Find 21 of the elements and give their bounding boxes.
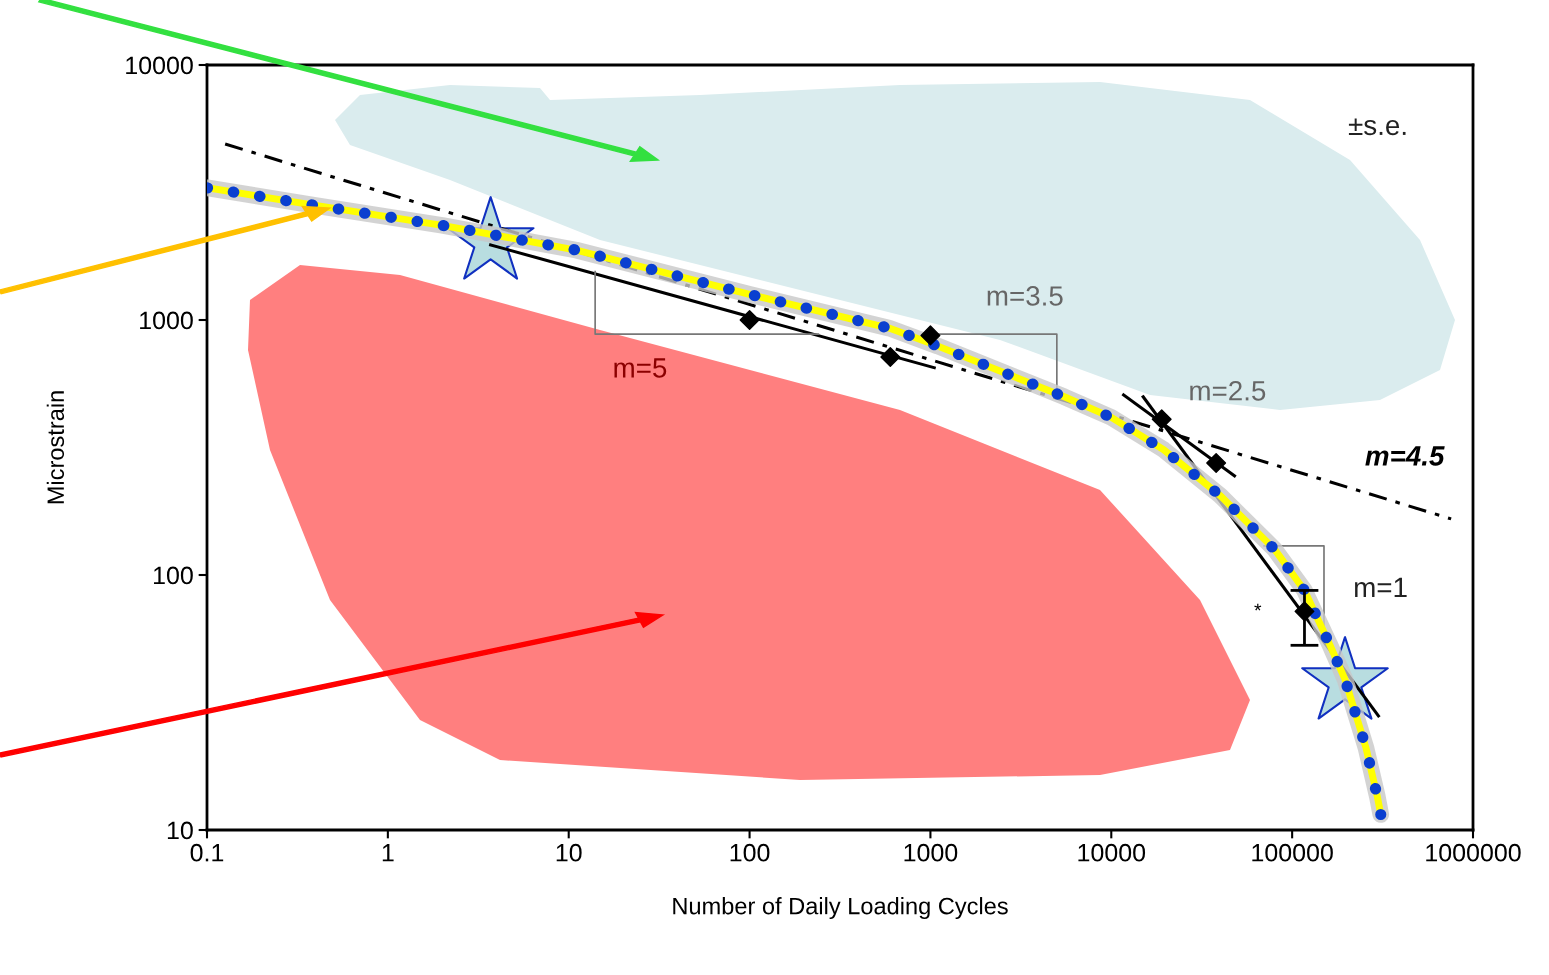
y-tick-label: 1000	[140, 311, 193, 330]
x-tick-label: 100000	[1252, 843, 1333, 862]
x-tick-label: 10	[556, 843, 582, 862]
annotation: m=1	[1355, 577, 1407, 597]
x-tick-label: 1	[382, 844, 394, 862]
annotation: m=5	[614, 358, 667, 378]
annotation: *	[1254, 603, 1262, 611]
y-axis-title: Microstrain	[46, 391, 65, 504]
x-tick-label: 0.1	[190, 843, 224, 862]
y-tick-label: 10	[167, 821, 193, 840]
x-tick-label: 1000000	[1426, 843, 1521, 862]
x-tick-label: 10000	[1078, 843, 1146, 862]
annotation: ±s.e.	[1348, 118, 1406, 136]
annotation: m=2.5	[1190, 380, 1266, 401]
x-tick-label: 100	[730, 843, 770, 862]
x-axis-title: Number of Daily Loading Cycles	[673, 897, 1008, 920]
annotation: m=4.5	[1365, 446, 1445, 466]
x-tick-label: 1000	[904, 843, 958, 862]
annotation: m=3.5	[987, 286, 1063, 306]
y-tick-label: 10000	[126, 56, 193, 75]
y-tick-label: 100	[154, 566, 193, 585]
